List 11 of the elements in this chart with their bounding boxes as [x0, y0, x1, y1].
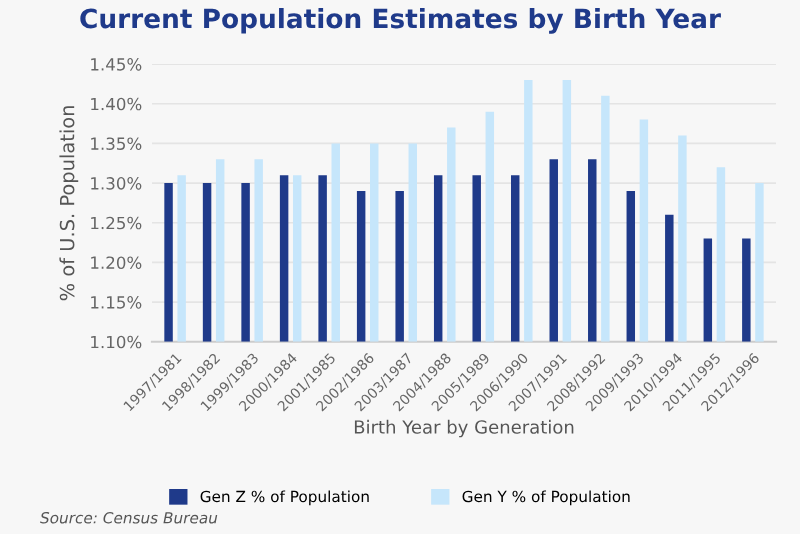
y-tick-label: 1.40% [91, 97, 142, 111]
chart-title: Current Population Estimates by Birth Year [80, 8, 721, 34]
y-tick-label: 1.45% [91, 58, 142, 71]
y-tick-label: 1.15% [91, 296, 142, 309]
y-tick-label: 1.20% [91, 256, 142, 269]
x-axis-title: Birth Year by Generation [354, 419, 574, 438]
y-tick-label: 1.10% [91, 335, 142, 349]
y-tick-label: 1.30% [91, 177, 142, 190]
y-tick-label: 1.35% [91, 137, 142, 150]
y-axis-title: % of U.S. Population [59, 106, 79, 301]
y-tick-label: 1.25% [91, 216, 142, 230]
